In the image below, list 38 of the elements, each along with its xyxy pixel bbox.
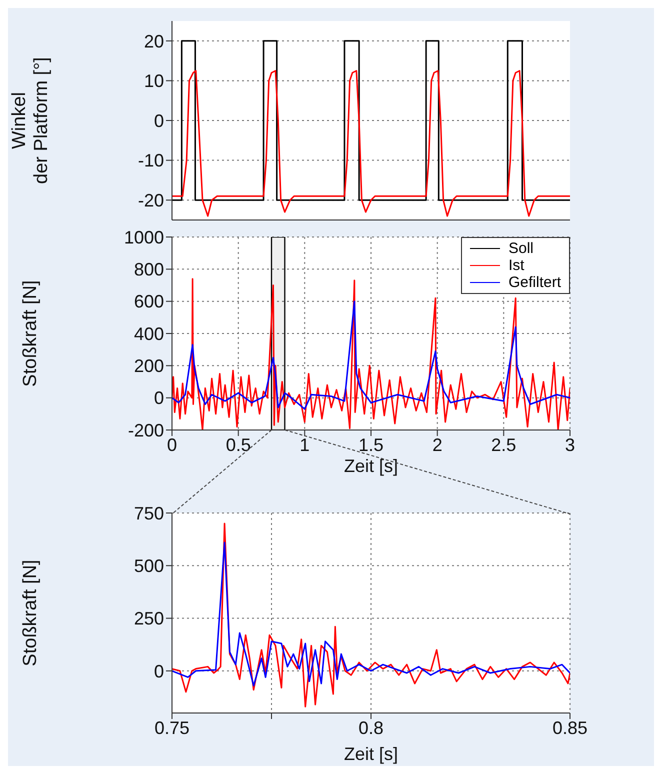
x-axis-title: Zeit [s] [344, 744, 398, 764]
y-tick-label: 800 [134, 260, 164, 280]
line-series [172, 542, 570, 686]
x-tick-label: 2 [432, 434, 442, 455]
x-tick-label: 1.5 [358, 434, 384, 455]
x-tick-label: 0.75 [154, 718, 190, 738]
line-series [172, 522, 570, 708]
x-tick-label: 1 [300, 434, 310, 455]
y-tick-label: 0 [154, 388, 164, 408]
legend-label: Ist [508, 257, 524, 274]
line-series [172, 300, 570, 410]
x-tick-label: 0.85 [552, 718, 588, 738]
y-tick-label: 1000 [124, 227, 164, 248]
y-tick-label: -10 [138, 150, 164, 171]
y-tick-label: 600 [134, 292, 164, 312]
y-tick-label: 0 [154, 110, 164, 131]
y-tick-label: -200 [128, 420, 164, 440]
y-axis-title: Stoßkraft [N] [20, 280, 41, 387]
x-tick-label: 0 [166, 434, 178, 455]
y-tick-label: 400 [134, 324, 164, 344]
x-axis-title: Zeit [s] [344, 456, 398, 476]
x-tick-label: 0.8 [358, 718, 384, 738]
y-tick-label: 250 [134, 608, 164, 629]
x-tick-label: 0.5 [226, 434, 251, 455]
y-axis-title: Stoßkraft [N] [20, 560, 41, 666]
y-tick-label: 10 [144, 71, 164, 92]
y-tick-label: 0 [154, 661, 164, 682]
legend-label: Gefiltert [508, 274, 561, 291]
y-axis-title: Winkel der Platform [°] [9, 57, 52, 184]
line-series [172, 70, 570, 217]
x-tick-label: 2.5 [491, 434, 516, 455]
y-tick-label: 500 [134, 556, 164, 576]
y-tick-label: 750 [134, 503, 164, 524]
y-tick-label: -20 [138, 190, 164, 210]
x-tick-label: 3 [564, 434, 576, 455]
y-tick-label: 20 [144, 31, 164, 52]
text: Soll [508, 240, 534, 257]
y-tick-label: 200 [134, 356, 164, 376]
